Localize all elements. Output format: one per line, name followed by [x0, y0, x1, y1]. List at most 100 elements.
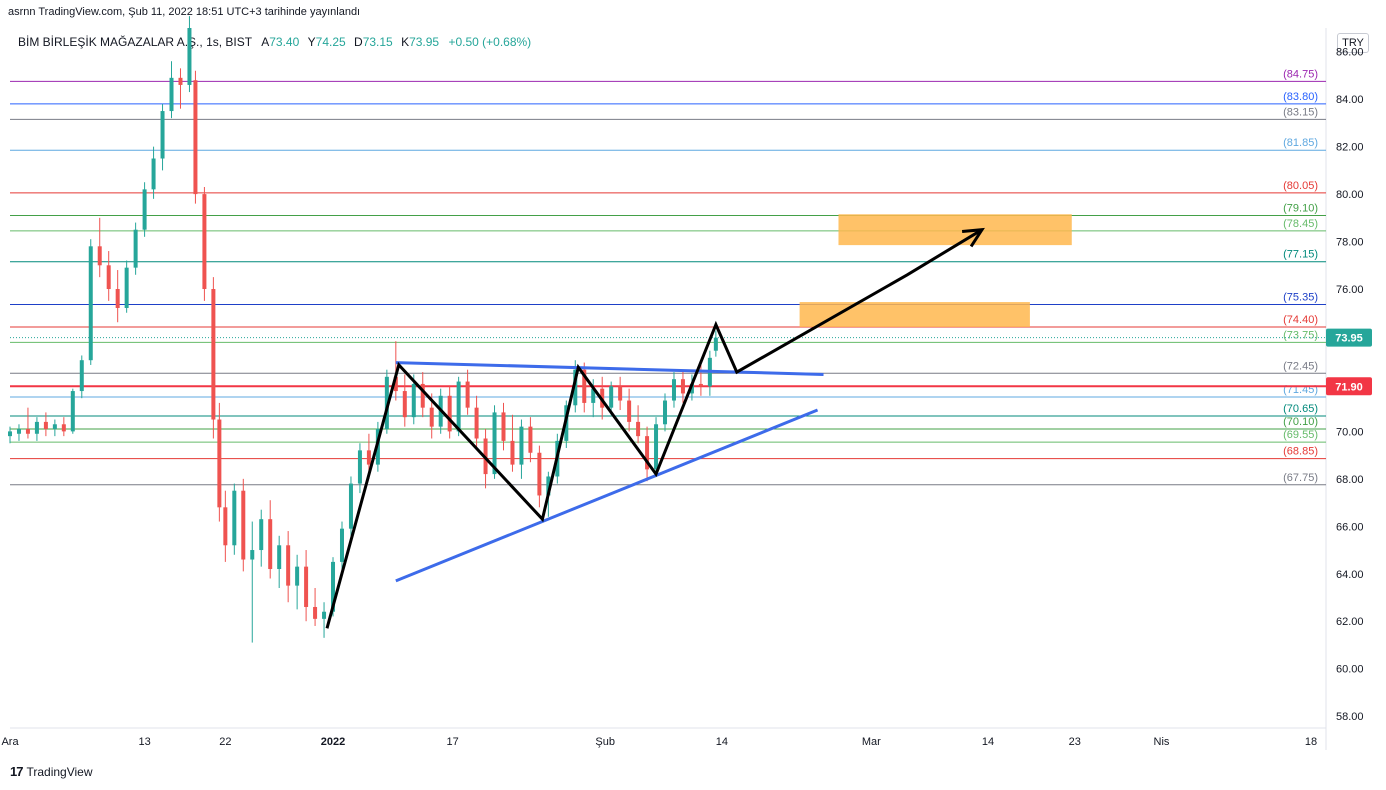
candle-body — [671, 379, 676, 401]
marker-price-badge — [1326, 377, 1372, 396]
candle-body — [187, 28, 192, 85]
y-tick-label: 84.00 — [1336, 94, 1364, 106]
candle-body — [456, 381, 461, 432]
candle-body — [591, 388, 596, 403]
publisher-line: asrnn TradingView.com, Şub 11, 2022 18:5… — [8, 6, 361, 18]
tradingview-icon: 17 — [10, 764, 24, 779]
level-label: (79.10) — [1283, 202, 1318, 214]
drawings — [325, 227, 985, 629]
candle-body — [193, 80, 198, 195]
candle-body — [411, 383, 416, 418]
y-tick-label: 70.00 — [1336, 426, 1364, 438]
candle-body — [115, 289, 120, 308]
currency-button[interactable]: TRY — [1337, 33, 1369, 53]
level-label: (84.75) — [1283, 68, 1318, 80]
y-tick-label: 68.00 — [1336, 474, 1364, 486]
candle-body — [88, 246, 93, 361]
x-tick-label: Şub — [595, 736, 615, 748]
level-label: (68.85) — [1283, 446, 1318, 458]
candle-body — [537, 452, 542, 496]
candle-body — [402, 391, 407, 418]
x-tick-label: 14 — [716, 736, 728, 748]
candle-body — [232, 490, 237, 546]
candle-body — [211, 289, 216, 420]
candle-body — [663, 400, 668, 425]
trend-line — [395, 408, 819, 583]
candle-body — [304, 566, 309, 607]
candle-body — [357, 450, 362, 484]
candle-body — [429, 407, 434, 427]
last-price-badge — [1326, 328, 1372, 347]
price-labels: 73.95 71.90 — [1326, 328, 1372, 396]
candle-body — [169, 77, 174, 112]
candle-body — [339, 528, 344, 562]
brand-logo: 17 TradingView — [10, 764, 93, 779]
y-tick-label: 76.00 — [1336, 284, 1364, 296]
y-tick-label: 86.00 — [1336, 47, 1364, 59]
pattern-zigzag — [325, 228, 983, 629]
level-label: (70.65) — [1283, 403, 1318, 415]
trend-line — [395, 361, 824, 376]
candle-body — [322, 611, 327, 619]
candle-body — [636, 421, 641, 437]
candle-body — [528, 426, 533, 453]
level-label: (69.55) — [1283, 429, 1318, 441]
target-zone — [799, 302, 1030, 327]
interval: 1s — [206, 35, 219, 49]
brand-name: TradingView — [26, 764, 93, 779]
level-label: (75.35) — [1283, 291, 1318, 303]
candle-body — [492, 412, 497, 475]
exchange: BIST — [225, 35, 252, 49]
candle-body — [133, 229, 138, 268]
candle-body — [160, 111, 165, 159]
candle-body — [474, 407, 479, 439]
x-tick-label: 18 — [1305, 736, 1317, 748]
marker-price-label: 71.90 — [1335, 381, 1363, 393]
candle-body — [151, 158, 156, 190]
candle-body — [124, 267, 129, 308]
x-tick-label: 2022 — [321, 736, 345, 748]
candle-body — [573, 369, 578, 406]
candle-body — [34, 421, 39, 434]
candle-body — [202, 194, 207, 290]
x-tick-label: 23 — [1069, 736, 1081, 748]
y-tick-label: 80.00 — [1336, 189, 1364, 201]
x-tick-label: Mar — [862, 736, 881, 748]
candle-body — [582, 369, 587, 403]
symbol-name[interactable]: BİM BİRLEŞİK MAĞAZALAR A.Ş. — [18, 35, 200, 49]
candle-body — [286, 545, 291, 586]
candle-body — [393, 376, 398, 392]
open-label: A — [261, 35, 270, 49]
candle-body — [501, 412, 506, 441]
candle-body — [420, 383, 425, 408]
candle-body — [654, 424, 659, 470]
candle-body — [698, 383, 703, 387]
candle-body — [250, 550, 255, 560]
level-label: (80.05) — [1283, 180, 1318, 192]
y-tick-label: 64.00 — [1336, 569, 1364, 581]
candle-body — [43, 421, 48, 430]
x-tick-label: 22 — [219, 736, 231, 748]
candle-body — [510, 440, 515, 465]
candle-body — [70, 391, 75, 432]
arrow-head — [961, 227, 985, 248]
level-label: (72.45) — [1283, 360, 1318, 372]
candle-body — [519, 426, 524, 465]
y-tick-label: 78.00 — [1336, 237, 1364, 249]
candle-body — [259, 519, 264, 551]
level-label: (78.45) — [1283, 218, 1318, 230]
candle-body — [713, 337, 718, 351]
candle-body — [609, 386, 614, 408]
candle-body — [106, 265, 111, 290]
candle-body — [217, 419, 222, 508]
candle-body — [16, 429, 21, 434]
target-zones — [799, 214, 1072, 327]
candle-body — [546, 476, 551, 496]
candle-body — [25, 429, 30, 434]
level-label: (83.15) — [1283, 106, 1318, 118]
candle-body — [52, 424, 57, 430]
candles — [8, 16, 718, 643]
candle-body — [348, 483, 353, 529]
y-tick-label: 82.00 — [1336, 142, 1364, 154]
